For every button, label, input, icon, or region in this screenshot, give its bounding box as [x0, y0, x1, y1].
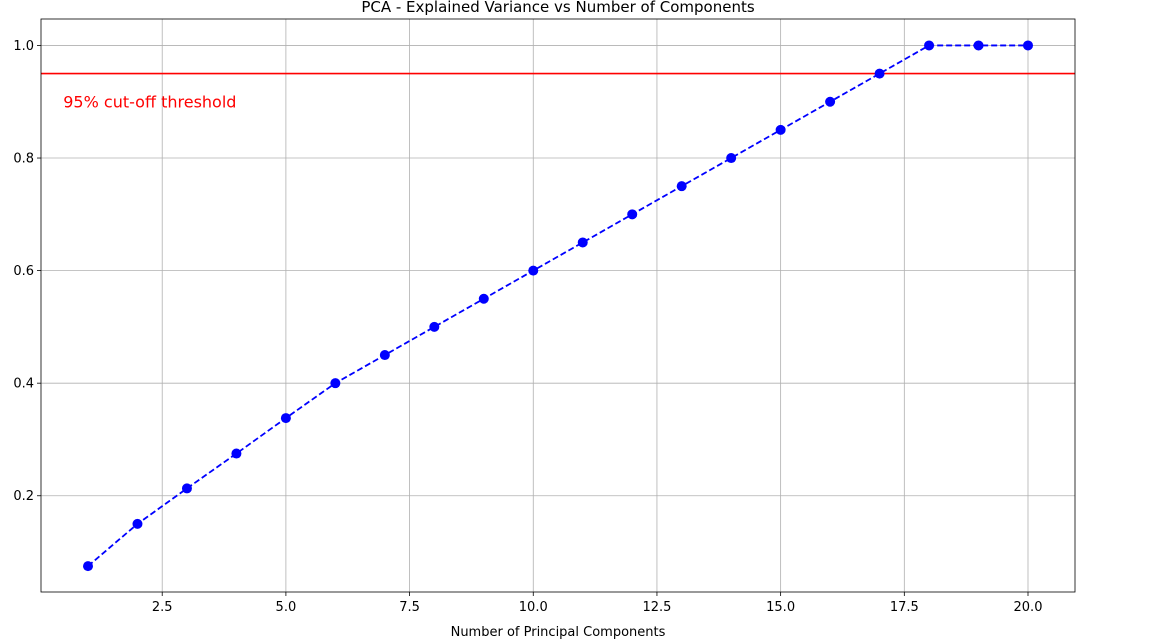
variance-line [87, 44, 1028, 567]
y-tick-label: 0.4 [13, 377, 34, 392]
series-layer [83, 40, 1033, 572]
y-tick-label: 0.6 [13, 264, 34, 279]
x-tick-label: 12.5 [642, 600, 671, 615]
grid-lines [41, 19, 1075, 592]
data-point [577, 237, 588, 248]
x-tick-label: 7.5 [399, 600, 420, 615]
chart-title: PCA - Explained Variance vs Number of Co… [361, 0, 755, 16]
x-tick-label: 2.5 [152, 600, 173, 615]
x-axis-label: Number of Principal Components [451, 625, 666, 640]
data-point [528, 265, 539, 276]
data-point [775, 124, 786, 135]
axes-layer: 2.5 5.0 7.5 10.0 12.5 15.0 17.5 20.0 0.2 0.4 0.6 0.… [13, 18, 1076, 615]
x-tick-label: 17.5 [890, 600, 919, 615]
x-tick-label: 20.0 [1014, 600, 1043, 615]
x-tick-label: 5.0 [276, 600, 297, 615]
data-point [280, 413, 291, 424]
data-point [627, 209, 638, 220]
y-tick-label: 1.0 [13, 39, 34, 54]
threshold-annotation: 95% cut-off threshold [63, 93, 236, 112]
data-point [726, 153, 737, 164]
data-point [429, 321, 440, 332]
x-tick-label: 15.0 [766, 600, 795, 615]
data-point [874, 68, 885, 79]
y-tick-label: 0.8 [13, 152, 34, 167]
data-point [825, 96, 836, 107]
data-point [379, 350, 390, 361]
x-tick-label: 10.0 [519, 600, 548, 615]
data-point [924, 40, 935, 51]
data-point [231, 448, 242, 459]
data-point [181, 483, 192, 494]
data-point [330, 378, 341, 389]
data-point [1023, 40, 1033, 51]
plot-frame [40, 18, 1076, 593]
data-point [83, 561, 93, 572]
data-point [676, 181, 687, 192]
data-point [478, 293, 489, 304]
data-point [973, 40, 984, 51]
data-point [132, 518, 143, 529]
y-tick-label: 0.2 [13, 489, 34, 504]
